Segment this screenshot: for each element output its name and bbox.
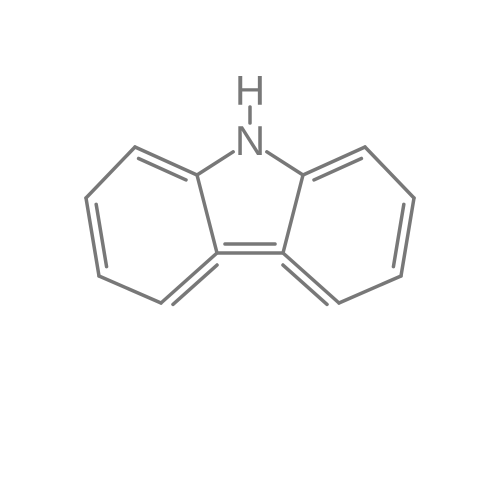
atom-label-n: N [235, 117, 265, 165]
bond-double-inner [393, 204, 403, 266]
bond-double-inner [96, 204, 106, 266]
chemical-structure-canvas: NH [0, 0, 500, 500]
bond-double-inner [314, 158, 361, 179]
bond-single [339, 276, 401, 303]
bond-single [197, 175, 217, 253]
bond-single [197, 152, 233, 175]
bond-single [267, 152, 303, 175]
bond-single [86, 147, 135, 198]
bond-double-inner [139, 158, 186, 179]
atom-label-h: H [235, 67, 265, 115]
bond-single [283, 175, 303, 253]
bond-double-main [283, 253, 339, 303]
bond-double-main [161, 253, 217, 303]
bond-single [365, 147, 414, 198]
bond-single [99, 276, 161, 303]
